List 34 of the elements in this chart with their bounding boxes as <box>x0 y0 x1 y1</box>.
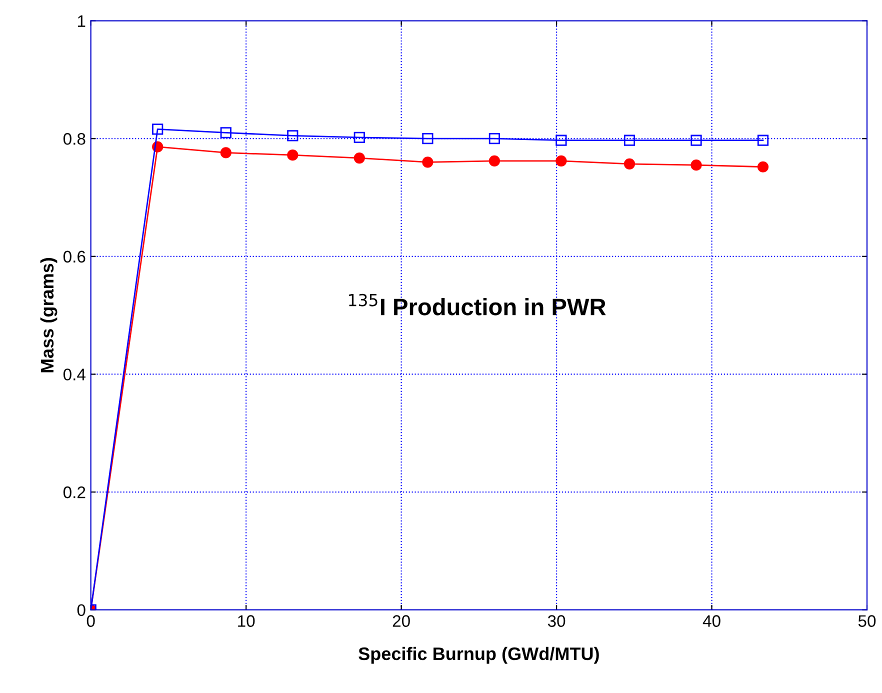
y-tick-label: 0.8 <box>63 133 86 145</box>
point <box>287 130 298 142</box>
x-tick-label: 50 <box>858 615 876 627</box>
annotation: $^{135}$I Production in PWR <box>349 294 606 316</box>
point <box>690 134 702 146</box>
point <box>624 158 636 170</box>
point <box>556 155 567 167</box>
y-tick-label: 0.6 <box>63 250 86 263</box>
y-tick-label: 0.2 <box>63 486 86 498</box>
y-axis-title: Mass (grams) <box>40 258 58 372</box>
y-tick-label: 0.4 <box>63 368 86 380</box>
x-tick-label: 20 <box>392 615 410 627</box>
point <box>354 132 365 143</box>
point <box>488 133 500 144</box>
point <box>220 147 232 158</box>
x-tick-label: 40 <box>702 615 720 627</box>
point <box>624 134 636 146</box>
y-tick-label: 0 <box>77 604 86 616</box>
point <box>757 161 769 172</box>
point <box>422 156 434 168</box>
point <box>354 152 365 164</box>
point <box>556 134 567 146</box>
point <box>152 124 164 135</box>
x-tick-label: 10 <box>238 615 255 627</box>
point <box>690 160 702 171</box>
point <box>488 155 500 167</box>
x-tick-label: 0 <box>86 615 95 627</box>
point <box>757 134 769 146</box>
point <box>422 133 434 144</box>
x-axis-title: Specific Burnup (GWd/MTU) <box>358 646 599 664</box>
x-tick-label: 30 <box>548 615 566 627</box>
point <box>287 150 298 161</box>
y-tick-label: 1 <box>78 15 86 27</box>
point <box>220 127 232 138</box>
